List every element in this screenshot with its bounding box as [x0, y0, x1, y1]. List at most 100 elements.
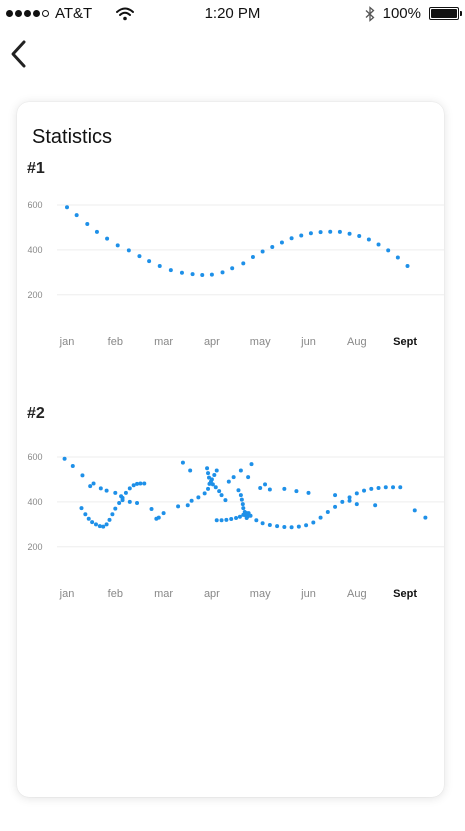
chart-2: 200 400 600 jan feb mar apr may jun Aug Sept — [27, 452, 444, 600]
data-point — [325, 509, 330, 514]
data-point — [347, 231, 352, 236]
data-point — [207, 475, 212, 480]
data-point — [105, 236, 110, 241]
data-point — [289, 236, 294, 241]
y-tick-label: 200 — [27, 290, 42, 300]
back-button[interactable] — [6, 38, 32, 70]
data-point — [209, 272, 214, 277]
data-point — [223, 498, 228, 503]
data-point — [189, 498, 194, 503]
data-point — [236, 488, 241, 493]
battery-level — [431, 9, 457, 18]
y-tick-label: 400 — [27, 497, 42, 507]
data-point — [263, 482, 268, 487]
data-point — [62, 456, 67, 461]
data-point — [117, 501, 122, 505]
data-point — [179, 270, 184, 275]
data-point — [91, 481, 96, 486]
data-point — [205, 466, 210, 471]
data-point — [267, 487, 272, 492]
data-point — [157, 264, 162, 269]
data-point — [241, 512, 246, 517]
data-point — [94, 229, 99, 234]
y-tick-label: 200 — [27, 542, 42, 552]
data-point — [213, 485, 218, 490]
signal-dot — [15, 10, 22, 17]
data-point — [180, 460, 185, 465]
data-point — [107, 517, 112, 522]
data-point — [131, 483, 136, 488]
data-point — [85, 222, 90, 227]
data-point — [212, 472, 217, 477]
data-point — [224, 517, 229, 522]
data-point — [340, 499, 345, 504]
data-point — [156, 515, 161, 520]
data-point — [347, 495, 352, 500]
x-tick-label: jan — [59, 336, 75, 348]
data-point — [254, 518, 259, 523]
data-point — [93, 522, 98, 527]
data-point — [376, 485, 381, 490]
data-point — [395, 255, 400, 260]
x-tick-label: jun — [300, 336, 316, 348]
data-point — [196, 495, 201, 500]
x-tick-label: apr — [204, 588, 220, 600]
data-point — [115, 243, 120, 248]
chart-1-title: #1 — [27, 160, 45, 177]
data-point — [405, 264, 410, 269]
signal-dot — [33, 10, 40, 17]
y-tick-label: 400 — [27, 245, 42, 255]
data-point — [97, 524, 102, 529]
data-point — [219, 493, 224, 498]
page-title: Statistics — [32, 126, 113, 148]
data-point — [168, 268, 173, 273]
data-point — [304, 523, 309, 528]
data-point — [366, 237, 371, 242]
signal-dot — [42, 10, 49, 17]
data-point — [282, 525, 287, 530]
data-point — [126, 248, 131, 253]
y-tick-label: 600 — [27, 452, 42, 462]
data-point — [214, 518, 219, 523]
data-point — [226, 479, 231, 484]
data-point — [386, 248, 391, 253]
carrier-name: AT&T — [55, 5, 93, 22]
data-point — [104, 488, 109, 493]
data-point — [306, 490, 311, 495]
bluetooth-icon — [365, 5, 375, 22]
data-point — [113, 506, 118, 511]
data-point — [110, 512, 115, 517]
data-point — [308, 231, 313, 236]
data-point — [275, 524, 280, 529]
data-point — [138, 481, 143, 486]
data-point — [347, 498, 352, 503]
data-point — [98, 486, 103, 491]
x-tick-label: Sept — [393, 336, 417, 348]
x-tick-label: may — [250, 336, 271, 348]
signal-strength-icon — [6, 10, 49, 17]
data-point — [113, 490, 118, 495]
data-point — [120, 495, 125, 500]
data-point — [354, 491, 359, 496]
x-tick-label: jun — [300, 588, 316, 600]
data-point — [249, 462, 254, 467]
data-point — [337, 229, 342, 234]
data-point — [234, 516, 239, 521]
x-tick-label: Sept — [393, 588, 417, 600]
data-point — [161, 511, 166, 516]
x-tick-label: feb — [108, 336, 123, 348]
data-point — [80, 473, 85, 478]
data-point — [362, 488, 367, 493]
y-tick-label: 600 — [27, 200, 42, 210]
data-point — [294, 489, 299, 494]
data-point — [383, 485, 388, 490]
x-tick-label: mar — [154, 588, 173, 600]
data-point — [311, 520, 316, 525]
data-point — [239, 497, 244, 502]
battery-percentage: 100% — [382, 5, 421, 22]
data-point — [137, 254, 142, 259]
signal-dot — [6, 10, 13, 17]
data-point — [200, 273, 205, 278]
data-point — [328, 229, 333, 234]
